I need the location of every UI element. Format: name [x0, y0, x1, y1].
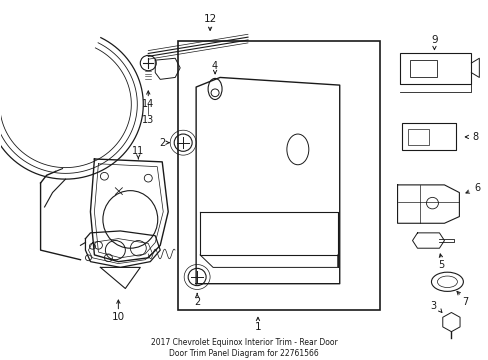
- Text: 8: 8: [471, 132, 477, 142]
- Text: 11: 11: [132, 146, 144, 156]
- Text: 6: 6: [473, 183, 479, 193]
- Text: 13: 13: [142, 114, 154, 125]
- Text: 2017 Chevrolet Equinox Interior Trim - Rear Door
Door Trim Panel Diagram for 227: 2017 Chevrolet Equinox Interior Trim - R…: [150, 338, 337, 358]
- Text: 9: 9: [430, 35, 437, 45]
- Bar: [178, 41, 379, 310]
- Text: 4: 4: [212, 61, 218, 71]
- Text: 14: 14: [142, 99, 154, 109]
- Text: 12: 12: [203, 14, 216, 24]
- Text: 1: 1: [254, 322, 261, 332]
- Text: 5: 5: [437, 261, 444, 270]
- Text: 7: 7: [461, 297, 468, 307]
- Text: 2: 2: [159, 138, 165, 148]
- Text: 2: 2: [194, 297, 200, 307]
- Text: 3: 3: [429, 301, 436, 311]
- Text: 10: 10: [112, 312, 124, 322]
